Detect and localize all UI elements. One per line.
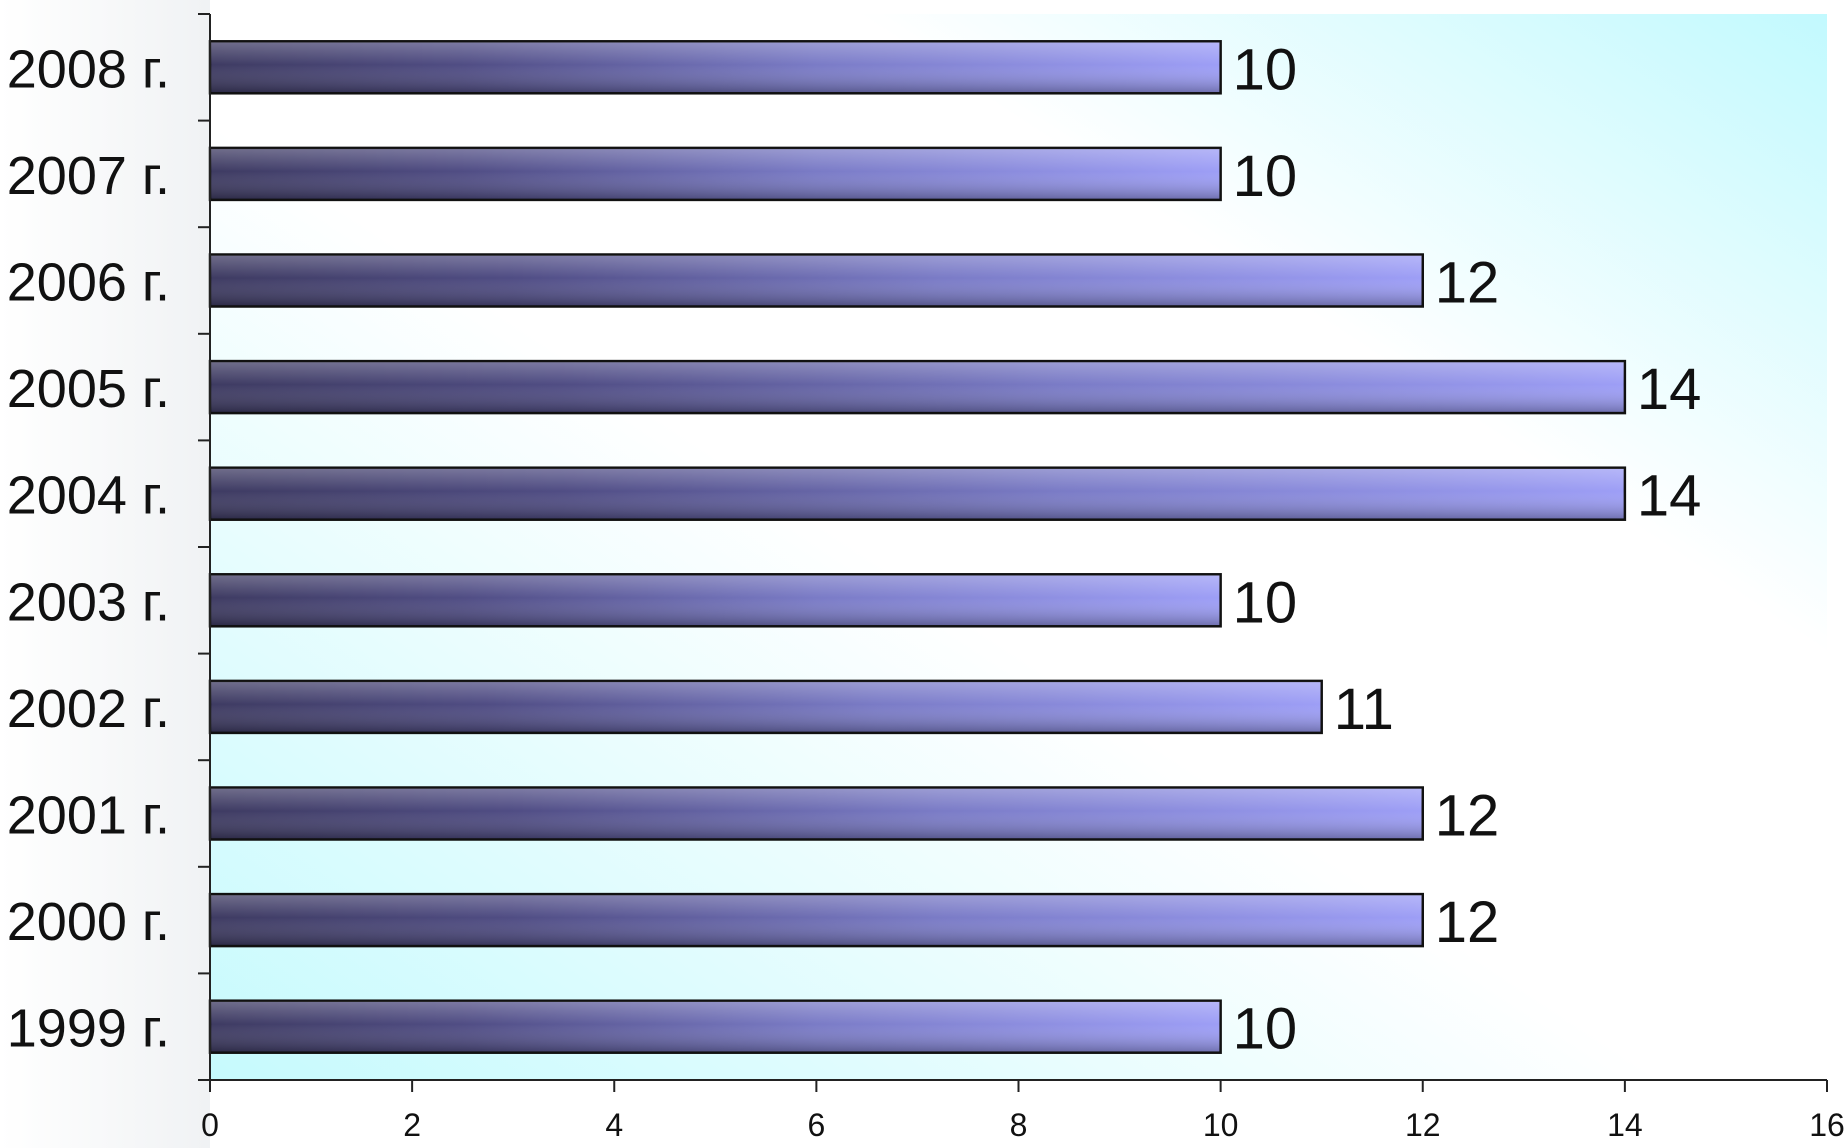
data-label: 12 [1435,784,1500,849]
label-area-background [0,0,210,1148]
bar-shading [211,148,1220,199]
data-label: 10 [1233,37,1298,102]
bar-shading [211,1001,1220,1052]
x-tick-label: 16 [1809,1107,1845,1143]
data-label: 12 [1435,251,1500,316]
x-tick-label: 6 [807,1107,825,1143]
axis-layer: 0 2 4 6 8 10 12 14 16 [198,13,1845,1143]
x-tick-label: 10 [1203,1107,1239,1143]
bar-shading [211,575,1220,626]
bars-layer: 10 1999 г. 12 2000 г. 12 2001 г. 11 2002 г. 10 20… [7,37,1702,1061]
category-label: 2001 г. [7,786,170,846]
x-tick-label: 2 [403,1107,421,1143]
bar-shading [211,681,1321,732]
bar-shading [211,468,1624,519]
data-label: 12 [1435,890,1500,955]
x-tick-label: 12 [1405,1107,1441,1143]
bar-shading [211,255,1422,306]
category-label: 2000 г. [7,892,170,952]
x-tick-label: 4 [605,1107,623,1143]
category-label: 1999 г. [7,999,170,1059]
data-label: 14 [1637,464,1702,529]
category-label: 2006 г. [7,253,170,313]
x-tick-label: 0 [201,1107,219,1143]
data-label: 10 [1233,997,1298,1062]
x-tick-label: 14 [1607,1107,1643,1143]
bar-shading [211,42,1220,93]
category-label: 2008 г. [7,39,170,99]
x-tick-label: 8 [1010,1107,1028,1143]
category-label: 2002 г. [7,679,170,739]
category-label: 2007 г. [7,146,170,206]
data-label: 14 [1637,357,1702,422]
category-label: 2003 г. [7,572,170,632]
data-label: 11 [1334,677,1394,742]
bar-shading [211,895,1422,946]
bar-shading [211,788,1422,839]
data-label: 10 [1233,144,1298,209]
category-label: 2004 г. [7,466,170,526]
bar-shading [211,362,1624,413]
category-label: 2005 г. [7,359,170,419]
data-label: 10 [1233,570,1298,635]
